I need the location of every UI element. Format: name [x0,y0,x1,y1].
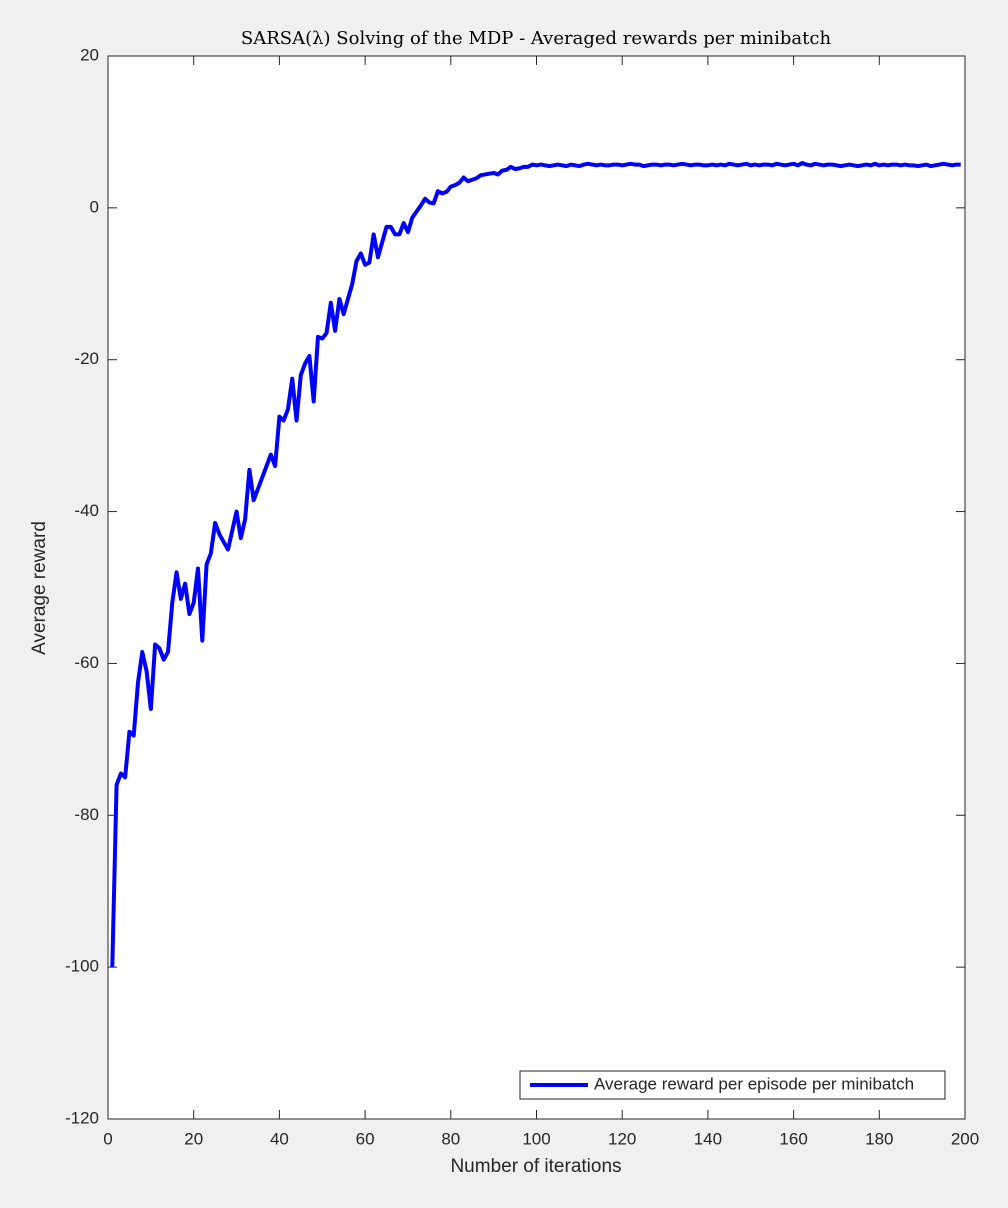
plot-area [108,56,965,1119]
y-tick-label: -40 [74,501,99,520]
x-tick-label: 160 [779,1129,807,1148]
x-axis-label: Number of iterations [450,1156,621,1177]
x-tick-label: 80 [441,1129,460,1148]
x-tick-label: 180 [865,1129,893,1148]
y-tick-label: 20 [80,45,99,64]
y-tick-label: -120 [65,1108,99,1127]
axes-box [107,55,966,1120]
chart-title: SARSA(λ) Solving of the MDP - Averaged r… [241,28,832,49]
y-tick-label: 0 [90,197,99,216]
x-tick-label: 140 [694,1129,722,1148]
x-tick-label: 200 [951,1129,979,1148]
x-tick-label: 100 [522,1129,550,1148]
y-tick-label: -80 [74,805,99,824]
y-tick-label: -20 [74,349,99,368]
legend-box [519,1070,946,1100]
legend-label: Average reward per episode per minibatch [594,1074,914,1093]
x-tick-label: 20 [184,1129,203,1148]
x-tick-label: 120 [608,1129,636,1148]
x-tick-label: 0 [103,1129,112,1148]
data-line [110,161,961,968]
y-tick-label: -100 [65,957,99,976]
x-tick-label: 40 [270,1129,289,1148]
x-tick-label: 60 [356,1129,375,1148]
y-axis-label: Average reward [29,521,50,655]
y-tick-label: -60 [74,653,99,672]
